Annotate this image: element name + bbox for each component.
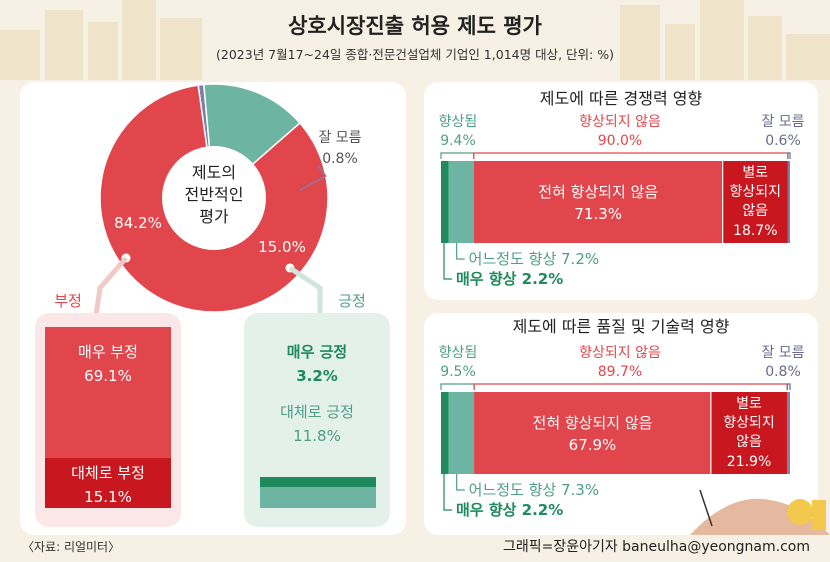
source-note: 〈자료: 리얼미터〉: [22, 540, 120, 554]
competitiveness-group-not-improved-label: 향상되지 않음: [579, 114, 661, 130]
somewhat-positive-bar: [260, 487, 376, 508]
quality-bar: 향상됨 9.5% 향상되지 않음 89.7% 잘 모름 0.8% 전혀 향상되지 않음 67.…: [439, 345, 805, 519]
quality-group-improved-label: 향상됨: [439, 345, 478, 361]
competitiveness-not-much-label-3: 않음: [742, 203, 768, 219]
quality-segment-somewhat-improved: [448, 392, 475, 474]
pie-unknown-leader: [299, 165, 327, 191]
competitiveness-segment-somewhat-improved: [448, 161, 474, 243]
graphic-credit: 그래픽=장윤아기자 baneulha@yeongnam.com: [503, 539, 810, 555]
competitiveness-very-improved-label: 매우 향상 2.2%: [456, 270, 563, 288]
pie-title-line-1: 제도의: [192, 163, 236, 182]
positive-label: 긍정: [338, 292, 366, 310]
competitiveness-very-improved-leader: [443, 243, 452, 280]
quality-group-unknown-bracket: [786, 383, 791, 390]
somewhat-negative-label: 대체로 부정: [71, 464, 145, 482]
competitiveness-group-improved-label: 향상됨: [439, 114, 478, 130]
quality-somewhat-improved-label: 어느정도 향상 7.3%: [469, 481, 599, 499]
quality-group-improved-value: 9.5%: [440, 364, 476, 380]
quality-not-at-all-label: 전혀 향상되지 않음: [533, 414, 653, 432]
quality-group-unknown-label: 잘 모름: [761, 345, 804, 361]
competitiveness-group-unknown-value: 0.6%: [765, 133, 801, 149]
competitiveness-not-much-value: 18.7%: [733, 223, 777, 239]
competitiveness-somewhat-improved-label: 어느정도 향상 7.2%: [469, 250, 599, 268]
competitiveness-somewhat-improved-leader: [456, 243, 465, 260]
competitiveness-group-unknown-bracket: [787, 152, 791, 159]
quality-somewhat-improved-leader: [456, 474, 465, 491]
competitiveness-segment-very-improved: [441, 161, 449, 243]
page-subtitle: (2023년 7월17~24일 종합·전문건설업체 기업인 1,014명 대상,…: [216, 47, 614, 62]
competitiveness-segment-not-much: [722, 161, 788, 243]
quality-not-much-value: 21.9%: [727, 454, 771, 470]
quality-not-much-label-1: 별로: [736, 396, 762, 412]
negative-connector: [93, 256, 128, 316]
quality-group-not-improved-value: 89.7%: [598, 364, 642, 380]
skyline-decoration: [0, 0, 830, 80]
pie-title-line-3: 평가: [199, 207, 229, 226]
quality-segment-very-improved: [441, 392, 449, 474]
very-positive-label: 매우 긍정: [287, 343, 347, 361]
quality-not-much-label-2: 향상되지: [723, 415, 775, 431]
negative-label: 부정: [54, 292, 82, 310]
pie-positive-value: 15.0%: [258, 238, 306, 256]
somewhat-negative-value: 15.1%: [84, 488, 132, 506]
pie-unknown-label: 잘 모름: [318, 130, 361, 146]
positive-connector: [288, 265, 323, 315]
quality-group-not-improved-label: 향상되지 않음: [579, 345, 661, 361]
somewhat-positive-label: 대체로 긍정: [280, 403, 354, 421]
quality-segment-not-much: [710, 392, 788, 474]
competitiveness-title: 제도에 따른 경쟁력 영향: [540, 89, 703, 108]
construction-mound-decoration: [690, 489, 830, 535]
quality-not-much-label-3: 않음: [736, 434, 762, 450]
somewhat-positive-value: 11.8%: [293, 427, 341, 445]
competitiveness-not-much-label-2: 향상되지: [730, 184, 782, 200]
very-positive-value: 3.2%: [296, 367, 338, 385]
very-negative-value: 69.1%: [84, 367, 132, 385]
quality-not-at-all-value: 67.9%: [569, 436, 617, 454]
page-title: 상호시장진출 허용 제도 평가: [288, 14, 542, 38]
competitiveness-bar: 향상됨 9.4% 향상되지 않음 90.0% 잘 모름 0.6% 전혀 향상되지 않음 71.…: [439, 114, 805, 288]
competitiveness-not-at-all-label: 전혀 향상되지 않음: [538, 183, 658, 201]
pie-negative-value: 84.2%: [114, 214, 162, 232]
competitiveness-segment-unknown: [787, 161, 790, 243]
pie-center-circle: [162, 146, 266, 250]
competitiveness-segment-not-at-all: [473, 161, 723, 243]
competitiveness-not-at-all-value: 71.3%: [574, 205, 622, 223]
competitiveness-group-unknown-label: 잘 모름: [761, 114, 804, 130]
competitiveness-group-not-improved-value: 90.0%: [598, 133, 642, 149]
competitiveness-not-much-label-1: 별로: [742, 165, 768, 181]
negative-stack-bottom: [45, 458, 171, 508]
quality-segment-unknown: [787, 392, 790, 474]
very-positive-bar: [260, 477, 376, 487]
quality-title: 제도에 따른 품질 및 기술력 영향: [513, 317, 730, 336]
pie-title-line-2: 전반적인: [185, 185, 244, 204]
competitiveness-group-improved-value: 9.4%: [440, 133, 476, 149]
quality-very-improved-label: 매우 향상 2.2%: [456, 501, 563, 519]
pie-unknown-value: 0.8%: [322, 151, 358, 167]
quality-segment-not-at-all: [474, 392, 711, 474]
positive-breakdown-box: [244, 313, 390, 527]
very-negative-label: 매우 부정: [78, 343, 138, 361]
quality-group-unknown-value: 0.8%: [765, 364, 801, 380]
quality-very-improved-leader: [443, 474, 452, 511]
